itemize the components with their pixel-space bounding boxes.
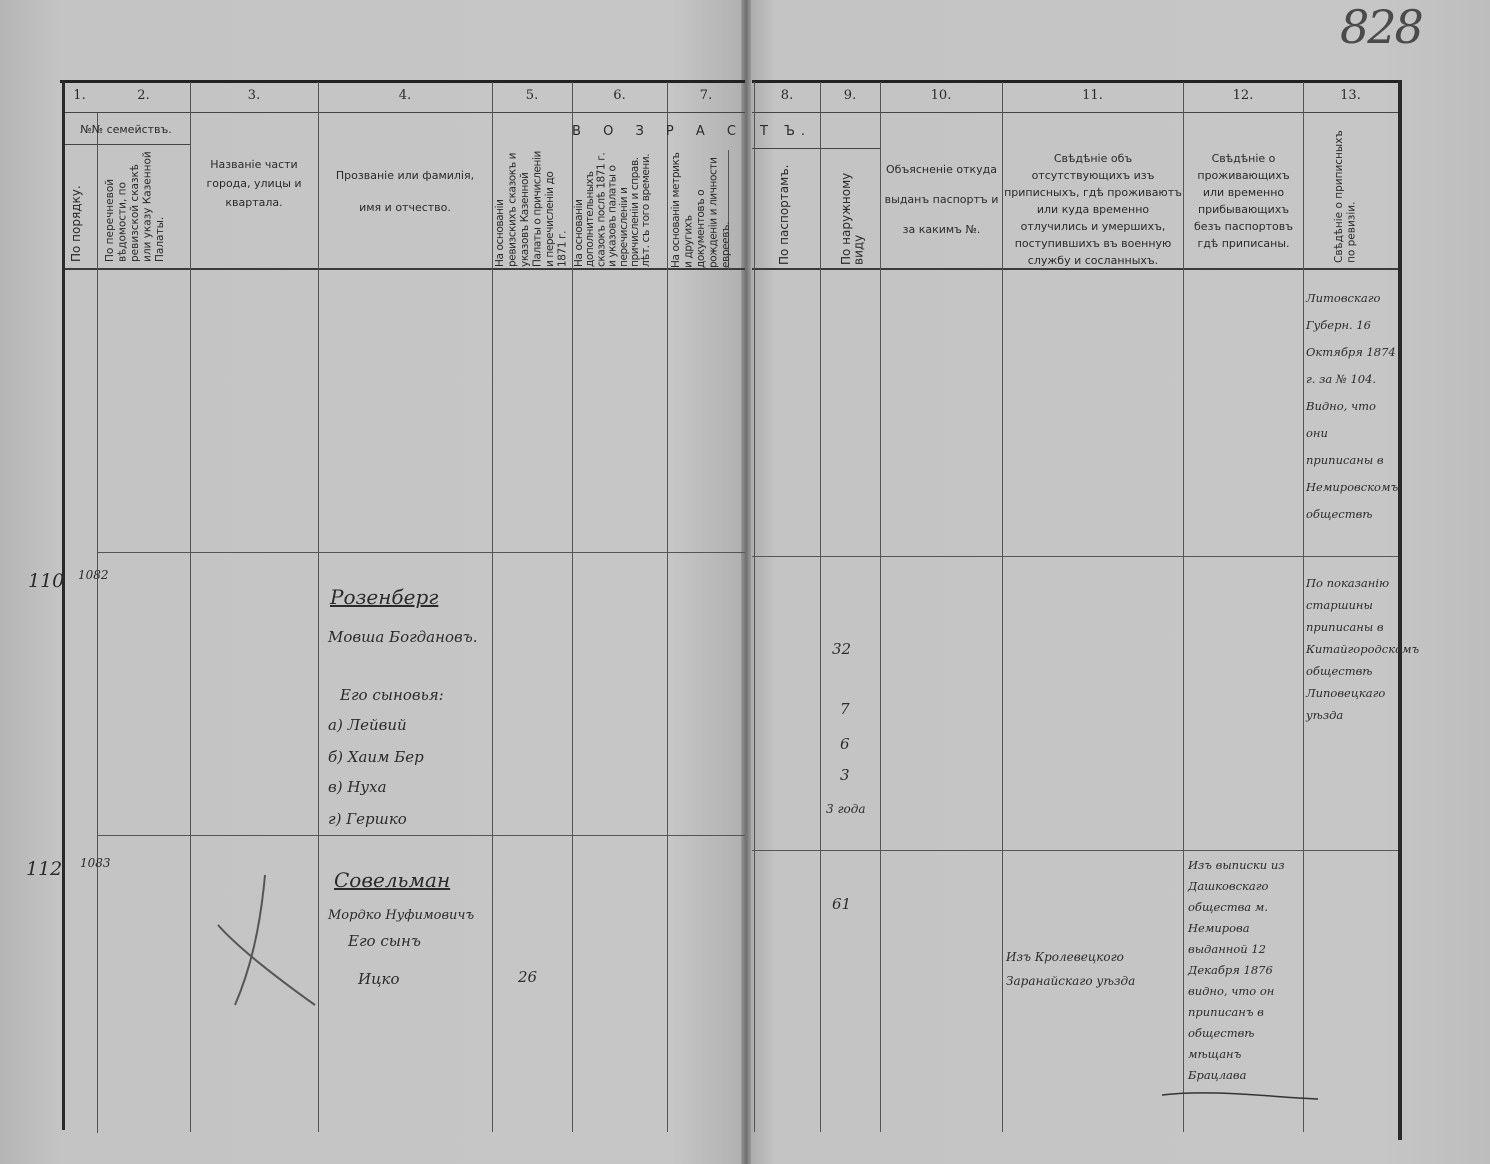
col2-header: По перечневой вѣдомости, по ревизской ск… bbox=[104, 151, 166, 262]
family-order-number: 110 bbox=[28, 570, 65, 592]
folio-number: 828 bbox=[1340, 0, 1424, 54]
numbers-row-divider bbox=[62, 112, 745, 113]
header-bottom-border bbox=[62, 268, 745, 270]
column-line bbox=[318, 82, 319, 1132]
column-line bbox=[572, 82, 573, 1132]
col11-note: Изъ Кролевецкого Заранайскаго уѣзда bbox=[1006, 950, 1136, 988]
col-number: 1. bbox=[73, 88, 86, 103]
column-line bbox=[754, 82, 755, 1132]
col12-note: Изъ выписки из Дашковскаго общества м. Н… bbox=[1188, 858, 1285, 1082]
column-line bbox=[667, 82, 668, 1132]
left-page bbox=[0, 0, 746, 1164]
family-surname: Розенберг bbox=[330, 585, 439, 609]
col-number: 12. bbox=[1232, 88, 1254, 103]
col4-header: Прозваніе или фамилія, имя и отчество. bbox=[335, 169, 475, 214]
age-subdivider bbox=[752, 148, 880, 149]
family-list-number: 1082 bbox=[78, 568, 109, 582]
row-divider-right bbox=[752, 556, 1400, 557]
member-age: 32 bbox=[832, 640, 852, 658]
col7-header: На основаніи метрикъ и другихъ документо… bbox=[670, 152, 732, 268]
col13-note: По показанію старшины приписаны в Китайг… bbox=[1306, 576, 1420, 722]
col-number: 7. bbox=[699, 88, 713, 103]
col3-header: Названіе части города, улицы и квартала. bbox=[206, 158, 302, 209]
col12-header: Свѣдѣніе о проживающихъ или временно при… bbox=[1194, 152, 1293, 250]
member-name: б) Хаим Бер bbox=[328, 748, 424, 766]
col8-header: По паспортамъ. bbox=[777, 164, 791, 265]
numbers-row-divider-right bbox=[752, 112, 1400, 113]
col1-header: По порядку. bbox=[69, 185, 83, 262]
member-name: Ицко bbox=[358, 970, 400, 988]
col-number: 9. bbox=[843, 88, 857, 103]
header-bottom-border-right bbox=[752, 268, 1400, 270]
col-number: 3. bbox=[247, 88, 261, 103]
right-page bbox=[746, 0, 1490, 1164]
age-group-header: В О З Р А С bbox=[572, 124, 745, 139]
col-number: 6. bbox=[613, 88, 626, 103]
member-age: 3 bbox=[840, 766, 850, 784]
member-name: Мовша Богдановъ. bbox=[328, 628, 478, 646]
member-age: 7 bbox=[840, 700, 850, 718]
col9-header: По наружному виду bbox=[839, 172, 866, 265]
col-number: 11. bbox=[1082, 88, 1103, 103]
member-age: 6 bbox=[840, 735, 850, 753]
table-top-border bbox=[60, 80, 745, 83]
age-group-header-cont: Т Ъ. bbox=[760, 124, 812, 139]
col11-header: Свѣдѣніе объ отсутствующихъ изъ приписны… bbox=[1004, 152, 1182, 267]
row-divider-2-right bbox=[752, 850, 1400, 851]
col-number: 2. bbox=[137, 88, 150, 103]
col10-header: Объясненіе откуда выданъ паспортъ и за к… bbox=[884, 163, 999, 236]
col-number: 10. bbox=[930, 88, 952, 103]
table-right-border bbox=[1398, 80, 1402, 1140]
col13-note: Литовскаго Губерн. 16 Октября 1874 г. за… bbox=[1306, 291, 1399, 521]
col-number: 5. bbox=[525, 88, 539, 103]
families-subdivider bbox=[62, 144, 190, 145]
column-line bbox=[492, 82, 493, 1132]
col-number: 8. bbox=[780, 88, 794, 103]
col-number: 13. bbox=[1340, 88, 1361, 103]
table-top-border-right bbox=[752, 80, 1402, 83]
cross-mark bbox=[217, 874, 316, 1006]
col-number: 4. bbox=[398, 88, 412, 103]
member-name: в) Нуха bbox=[328, 778, 387, 796]
column-line bbox=[1002, 82, 1003, 1132]
member-name: Мордко Нуфимовичъ bbox=[328, 908, 475, 923]
column-line bbox=[1303, 82, 1304, 1132]
row-divider-2 bbox=[97, 835, 745, 836]
col5-header: На основаніи ревизскихъ сказокъ и указов… bbox=[494, 151, 569, 267]
family-order-number: 112 bbox=[26, 858, 63, 880]
book-spine bbox=[741, 0, 751, 1164]
member-name: г) Гершко bbox=[328, 810, 407, 828]
member-name: а) Лейвий bbox=[328, 716, 407, 734]
row-divider bbox=[97, 552, 745, 553]
column-line bbox=[820, 82, 821, 1132]
families-group-header: №№ семействъ. bbox=[80, 123, 172, 136]
member-age: 61 bbox=[832, 895, 852, 913]
col6-header: На основаніи дополнительныхъ сказокъ пос… bbox=[573, 152, 653, 267]
family-list-number: 1083 bbox=[80, 856, 111, 870]
member-age: 3 года bbox=[826, 802, 866, 816]
column-line bbox=[880, 82, 881, 1132]
member-age: 26 bbox=[518, 968, 538, 986]
family-surname: Совельман bbox=[334, 868, 451, 892]
column-line bbox=[1183, 82, 1184, 1132]
column-line bbox=[190, 82, 191, 1132]
member-name: Его сынъ bbox=[348, 932, 421, 950]
column-line bbox=[728, 150, 729, 270]
column-line bbox=[62, 80, 65, 1130]
col13-header: Свѣдѣніе о приписныхъ по ревизіи. bbox=[1333, 130, 1358, 263]
column-line bbox=[97, 113, 98, 1133]
member-name: Его сыновья: bbox=[340, 686, 444, 704]
underline-stroke bbox=[1161, 1092, 1319, 1100]
